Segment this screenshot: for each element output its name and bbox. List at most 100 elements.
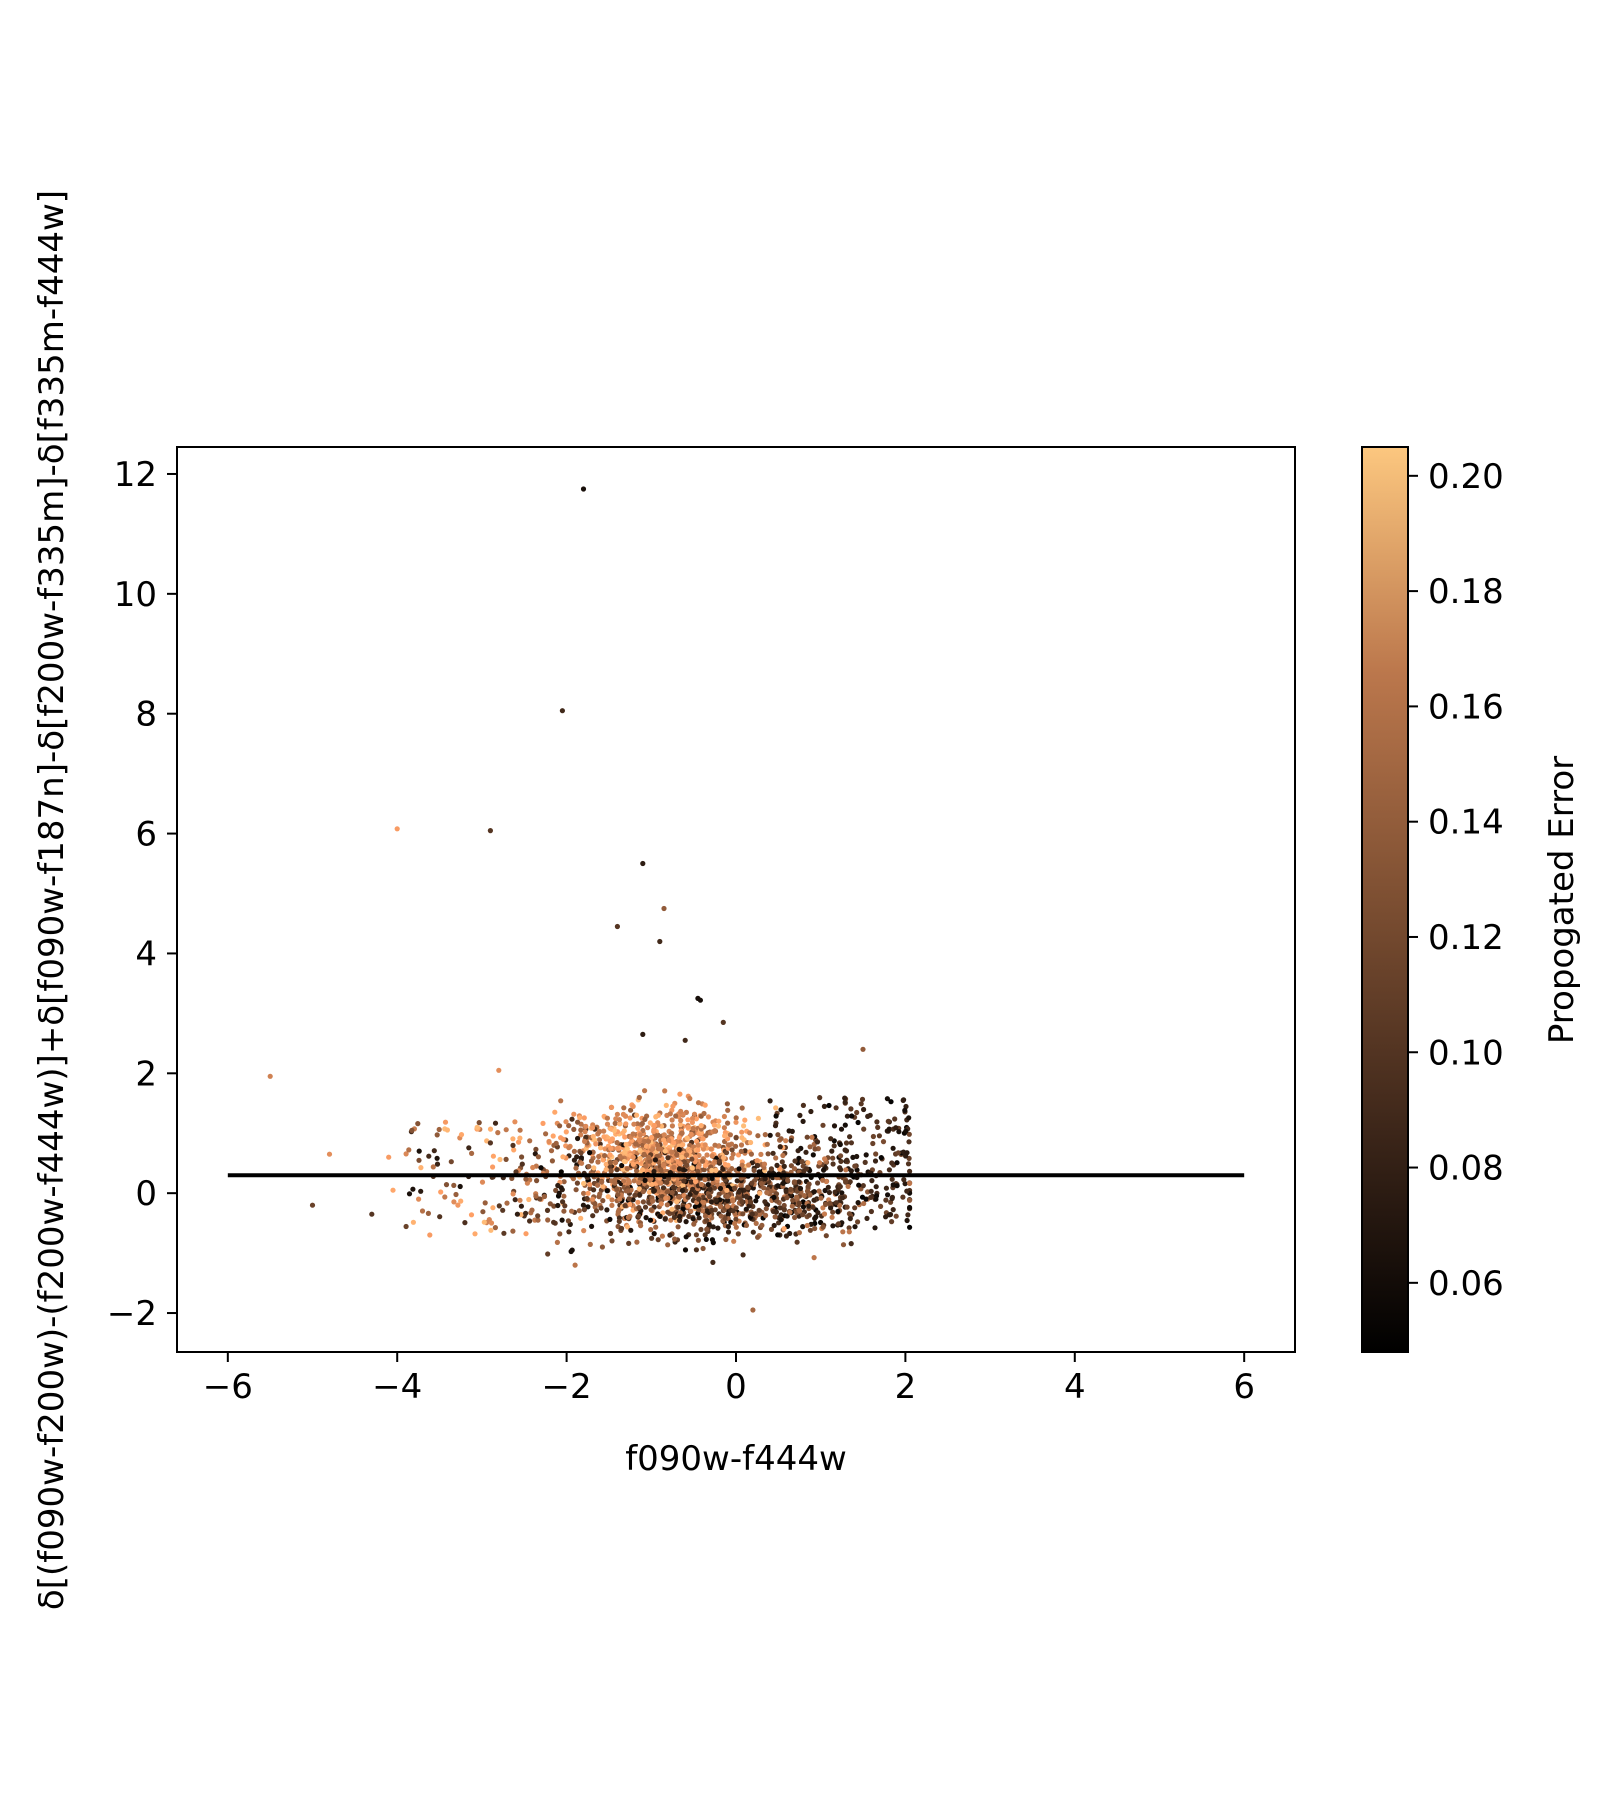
- scatter-point: [778, 1136, 784, 1142]
- scatter-point: [501, 1230, 507, 1236]
- x-tick-label: −2: [542, 1367, 592, 1407]
- scatter-point: [524, 1180, 531, 1186]
- scatter-point: [830, 1155, 836, 1161]
- scatter-point: [806, 1203, 812, 1209]
- scatter-point: [637, 1191, 643, 1198]
- scatter-point: [627, 1201, 633, 1207]
- scatter-point: [872, 1158, 879, 1164]
- scatter-point: [689, 1165, 695, 1171]
- scatter-point: [496, 1067, 502, 1073]
- scatter-point: [434, 1132, 440, 1138]
- scatter-point: [600, 1157, 606, 1163]
- scatter-point: [267, 1073, 273, 1079]
- scatter-point: [608, 1145, 614, 1151]
- scatter-point: [743, 1193, 749, 1199]
- scatter-point: [883, 1185, 890, 1191]
- scatter-point: [848, 1140, 855, 1146]
- scatter-point: [651, 1122, 658, 1129]
- scatter-point: [601, 1134, 607, 1140]
- scatter-point: [730, 1197, 736, 1203]
- scatter-point: [848, 1241, 854, 1247]
- scatter-point: [620, 1130, 626, 1136]
- scatter-point: [774, 1162, 780, 1168]
- scatter-point: [545, 1251, 551, 1257]
- scatter-point: [856, 1182, 862, 1188]
- scatter-point: [734, 1178, 740, 1184]
- scatter-point: [462, 1220, 468, 1226]
- scatter-point: [679, 1130, 685, 1136]
- y-tick-label: 10: [114, 575, 157, 615]
- scatter-point: [309, 1202, 316, 1208]
- scatter-point: [660, 1162, 667, 1168]
- scatter-point: [510, 1191, 516, 1197]
- scatter-point: [850, 1154, 856, 1160]
- scatter-point: [626, 1240, 632, 1246]
- scatter-point: [772, 1123, 779, 1129]
- scatter-point: [681, 1178, 687, 1184]
- scatter-point: [710, 1180, 716, 1186]
- scatter-point: [602, 1153, 608, 1159]
- scatter-point: [636, 1186, 642, 1192]
- scatter-point: [607, 1126, 614, 1132]
- scatter-point: [880, 1139, 887, 1145]
- scatter-point: [812, 1225, 818, 1232]
- scatter-point: [730, 1208, 736, 1214]
- scatter-point: [655, 1133, 661, 1139]
- scatter-point: [646, 1199, 652, 1205]
- scatter-point: [855, 1119, 861, 1126]
- scatter-point: [511, 1147, 517, 1153]
- scatter-point: [905, 1161, 912, 1167]
- scatter-point: [847, 1134, 853, 1140]
- scatter-point: [907, 1180, 913, 1186]
- scatter-point: [820, 1224, 826, 1230]
- scatter-point: [696, 1207, 702, 1213]
- scatter-point: [894, 1183, 900, 1189]
- scatter-point: [846, 1225, 852, 1231]
- scatter-point: [840, 1229, 846, 1235]
- scatter-point: [627, 1115, 633, 1121]
- scatter-point: [907, 1197, 913, 1203]
- scatter-point: [787, 1209, 793, 1215]
- scatter-point: [805, 1160, 811, 1166]
- scatter-point: [571, 1148, 578, 1154]
- scatter-point: [607, 1152, 613, 1158]
- scatter-point: [902, 1107, 908, 1113]
- scatter-point: [852, 1224, 858, 1230]
- scatter-point: [723, 1236, 729, 1243]
- scatter-point: [755, 1234, 761, 1240]
- scatter-point: [617, 1121, 623, 1127]
- scatter-point: [695, 1147, 701, 1153]
- scatter-point: [617, 1153, 623, 1159]
- scatter-point: [693, 1116, 700, 1122]
- scatter-point: [586, 1163, 592, 1170]
- scatter-point: [430, 1164, 436, 1170]
- scatter-point: [808, 1108, 814, 1115]
- scatter-point: [653, 1224, 659, 1230]
- scatter-point: [488, 1227, 494, 1233]
- x-axis: −6 −4 −2 0 2 4 6: [203, 1352, 1255, 1407]
- scatter-point: [835, 1208, 841, 1215]
- scatter-point: [702, 1177, 708, 1183]
- scatter-point: [419, 1208, 426, 1214]
- scatter-point: [796, 1208, 803, 1214]
- scatter-point: [639, 1120, 645, 1127]
- scatter-point: [889, 1219, 895, 1225]
- scatter-point: [785, 1177, 791, 1183]
- scatter-point: [628, 1227, 634, 1233]
- scatter-point: [748, 1151, 755, 1157]
- scatter-point: [783, 1233, 790, 1239]
- scatter-point: [646, 1189, 653, 1195]
- scatter-point: [677, 1122, 684, 1128]
- scatter-point: [556, 1190, 562, 1196]
- scatter-point: [779, 1159, 785, 1165]
- scatter-point: [500, 1207, 506, 1213]
- scatter-point: [889, 1160, 895, 1166]
- colorbar-tick-label: 0.06: [1428, 1264, 1504, 1304]
- scatter-point: [569, 1116, 575, 1122]
- scatter-point: [788, 1186, 794, 1192]
- scatter-point: [655, 1237, 661, 1243]
- scatter-point: [807, 1144, 813, 1150]
- scatter-point: [650, 1146, 656, 1152]
- scatter-point: [904, 1217, 910, 1224]
